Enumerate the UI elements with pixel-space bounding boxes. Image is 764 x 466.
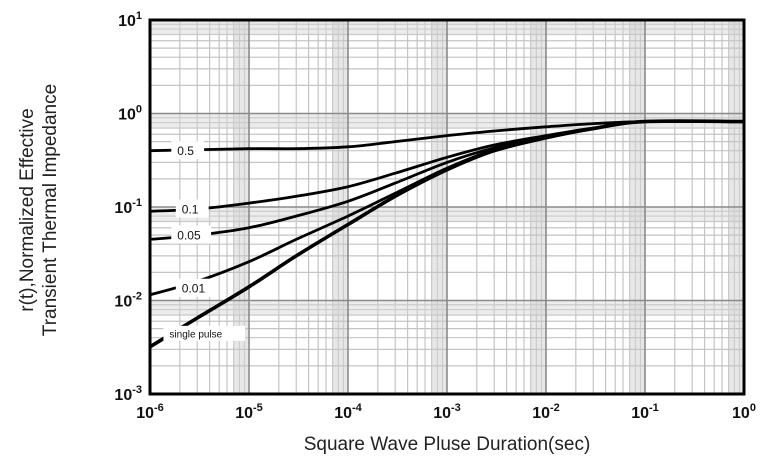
series-label-bg	[163, 325, 246, 341]
x-tick-label-1: 10-6	[136, 402, 164, 422]
x-tick-label-2: 10-5	[235, 402, 263, 422]
x-axis-label: Square Wave Pluse Duration(sec)	[303, 434, 591, 455]
series-label-bg	[175, 278, 216, 297]
x-tick-label-3: 10-4	[334, 402, 362, 422]
y-tick-label-5: 10-3	[114, 384, 142, 404]
x-tick-label-6: 10-1	[631, 402, 659, 422]
x-tick-label-4: 10-3	[433, 402, 461, 422]
y-tick-label-3: 10-1	[114, 197, 142, 217]
x-tick-label-5: 10-2	[532, 402, 560, 422]
series-label-4: 0.01	[182, 282, 206, 296]
y-axis-label-line-2: Transient Thermal Impedance	[40, 83, 61, 337]
x-tick-label-7: 100	[732, 402, 756, 422]
series-labels: 0.5 0.1 0.05 0.01 single pulse	[163, 141, 246, 341]
series-label-bg	[171, 141, 205, 160]
series-label-2: 0.1	[182, 202, 199, 216]
y-tick-label-4: 10-2	[114, 291, 142, 311]
y-tick-labels: 101 100 10-1 10-2 10-3	[114, 10, 142, 404]
series-lines	[149, 119, 745, 349]
series-line-5	[149, 119, 745, 349]
y-tick-label-1: 101	[118, 10, 142, 30]
series-label-3: 0.05	[177, 228, 201, 242]
y-tick-label-2: 100	[118, 104, 142, 124]
plot-frame	[148, 18, 746, 396]
y-axis-label-line-1: r(t),Normalized Effective	[17, 108, 38, 312]
series-label-bg	[175, 199, 209, 218]
y-axis-label: r(t),Normalized Effective Transient Ther…	[6, 40, 72, 380]
series-label-bg	[171, 225, 212, 244]
series-label-5: single pulse	[169, 329, 222, 340]
x-tick-labels: 10-6 10-5 10-4 10-3 10-2 10-1 100	[136, 402, 756, 422]
series-label-1: 0.5	[177, 144, 194, 158]
